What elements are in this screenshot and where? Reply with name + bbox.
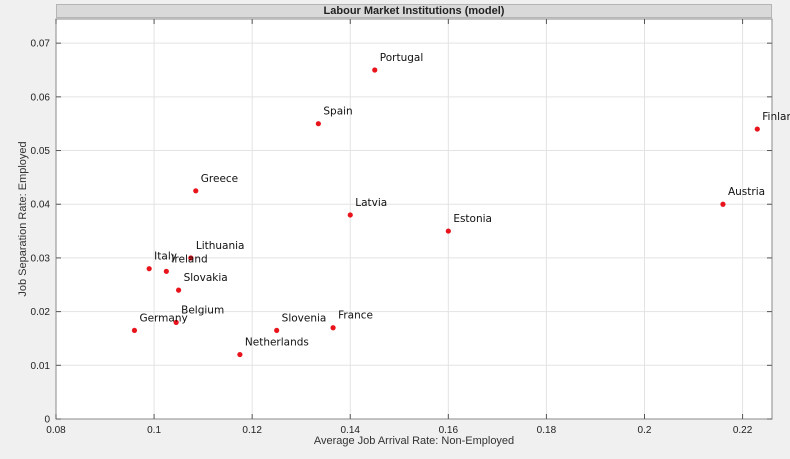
data-point — [146, 266, 152, 272]
data-point-label: Lithuania — [196, 240, 245, 252]
y-tick-label: 0 — [44, 415, 50, 426]
y-tick-label: 0.07 — [31, 39, 51, 50]
x-axis-label: Average Job Arrival Rate: Non-Employed — [314, 435, 514, 447]
data-point — [193, 188, 199, 194]
data-point-label: Finland — [762, 111, 790, 123]
y-tick-label: 0.04 — [31, 200, 51, 211]
chart-title-bar: Labour Market Institutions (model) — [56, 4, 772, 18]
x-tick-label: 0.2 — [638, 425, 652, 436]
data-point-label: Portugal — [380, 52, 424, 64]
data-point-label: Spain — [323, 106, 352, 118]
data-point — [173, 319, 179, 325]
data-point — [176, 287, 182, 293]
data-point — [347, 212, 353, 218]
data-point-label: Netherlands — [245, 337, 309, 349]
data-point — [237, 351, 243, 358]
x-tick-label: 0.14 — [341, 425, 361, 436]
data-point-label: Latvia — [355, 197, 387, 209]
data-point-label: Ireland — [171, 253, 207, 265]
y-tick-label: 0.01 — [31, 361, 51, 372]
plot-area — [55, 18, 773, 420]
y-tick-label: 0.05 — [31, 146, 51, 157]
data-point — [163, 268, 169, 274]
data-point — [720, 201, 726, 207]
data-point-label: Italy — [154, 251, 177, 263]
y-tick-label: 0.03 — [31, 253, 51, 264]
data-point — [274, 327, 280, 334]
ticks: 0.08 0.1 0.12 0.14 0.16 0.18 0.2 0.22 0 0.01 0.02 0… — [31, 19, 772, 436]
chart-title: Labour Market Institutions (model) — [323, 5, 505, 17]
data-point-label: France — [338, 310, 373, 322]
data-point-label: Slovakia — [184, 272, 228, 284]
x-tick-label: 0.12 — [242, 425, 262, 436]
y-tick-label: 0.06 — [31, 92, 51, 103]
data-point-label: Germany — [139, 312, 187, 324]
data-points: Portugal Spain Finland Greece Austria Latvia E… — [131, 52, 790, 358]
x-tick-label: 0.18 — [537, 425, 557, 436]
data-point — [188, 255, 194, 261]
data-point — [372, 67, 378, 73]
data-point-label: Estonia — [453, 213, 492, 225]
data-point — [445, 228, 451, 234]
y-axis-label: Job Separation Rate: Employed — [17, 141, 29, 296]
data-point — [754, 126, 760, 132]
data-point-label: Belgium — [181, 304, 224, 316]
data-point — [315, 121, 321, 127]
x-tick-label: 0.22 — [733, 425, 753, 436]
data-point-label: Greece — [201, 173, 238, 185]
data-point-label: Austria — [728, 186, 765, 198]
x-tick-label: 0.16 — [439, 425, 459, 436]
x-tick-label: 0.1 — [147, 425, 161, 436]
x-tick-label: 0.08 — [46, 425, 66, 436]
grid — [56, 19, 772, 419]
data-point-label: Slovenia — [282, 312, 327, 324]
data-point — [131, 327, 138, 334]
y-tick-label: 0.02 — [31, 307, 51, 318]
data-point — [330, 325, 336, 331]
